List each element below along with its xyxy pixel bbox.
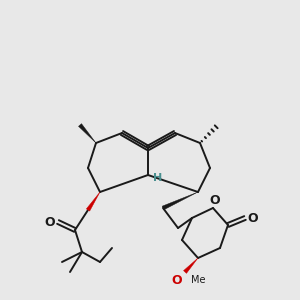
Polygon shape [184,258,198,273]
Text: O: O [210,194,220,206]
Polygon shape [79,124,96,143]
Text: O: O [172,274,182,286]
Text: O: O [45,215,55,229]
Polygon shape [86,192,100,211]
Polygon shape [162,192,198,210]
Text: O: O [248,212,258,224]
Text: H: H [153,173,162,183]
Text: Me: Me [191,275,206,285]
